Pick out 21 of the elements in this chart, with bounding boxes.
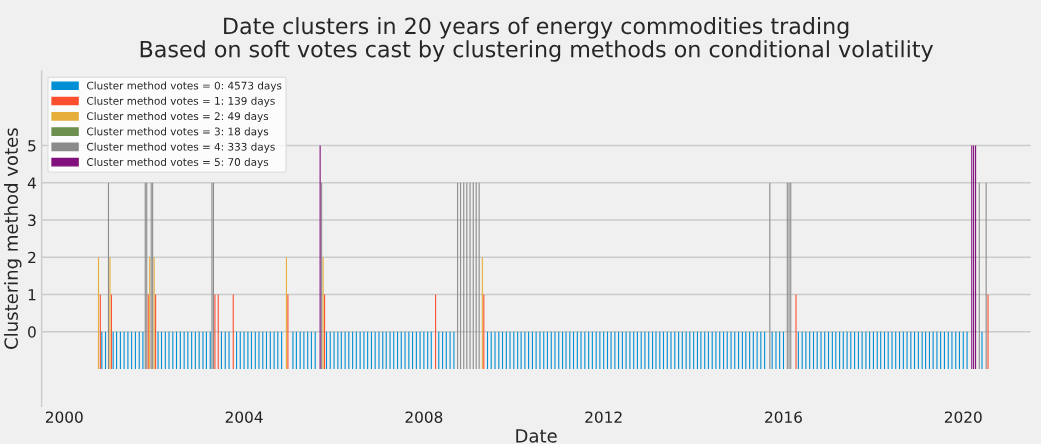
x-tick-label: 2004	[225, 411, 263, 423]
x-tick-label: 2008	[405, 411, 443, 423]
y-tick-label: 3	[28, 214, 36, 227]
y-tick-label: 0	[28, 326, 36, 338]
legend-label: Cluster method votes = 3: 18 days	[87, 127, 269, 138]
y-tick-label: 1	[28, 289, 36, 301]
legend-label: Cluster method votes = 2: 49 days	[87, 112, 269, 123]
y-tick-label: 4	[27, 177, 36, 189]
y-tick-label: 2	[28, 251, 36, 264]
x-tick-label: 2000	[45, 411, 83, 423]
legend-label: Cluster method votes = 4: 333 days	[87, 142, 275, 153]
y-axis-title: Clustering method votes	[4, 128, 22, 349]
y-tick-label: 5	[28, 140, 36, 152]
x-tick-label: 2012	[585, 411, 622, 423]
x-axis-title: Date	[516, 429, 557, 443]
x-tick-label: 2016	[765, 411, 802, 423]
legend-label: Cluster method votes = 0: 4573 days	[87, 81, 282, 92]
x-tick-label: 2020	[944, 411, 982, 423]
legend-label: Cluster method votes = 5: 70 days	[87, 157, 269, 168]
chart-title: Date clusters in 20 years of energy commodities trading Based on soft votes cast by clustering methods on conditional volatility	[140, 17, 934, 62]
legend-label: Cluster method votes = 1: 139 days	[87, 96, 275, 107]
